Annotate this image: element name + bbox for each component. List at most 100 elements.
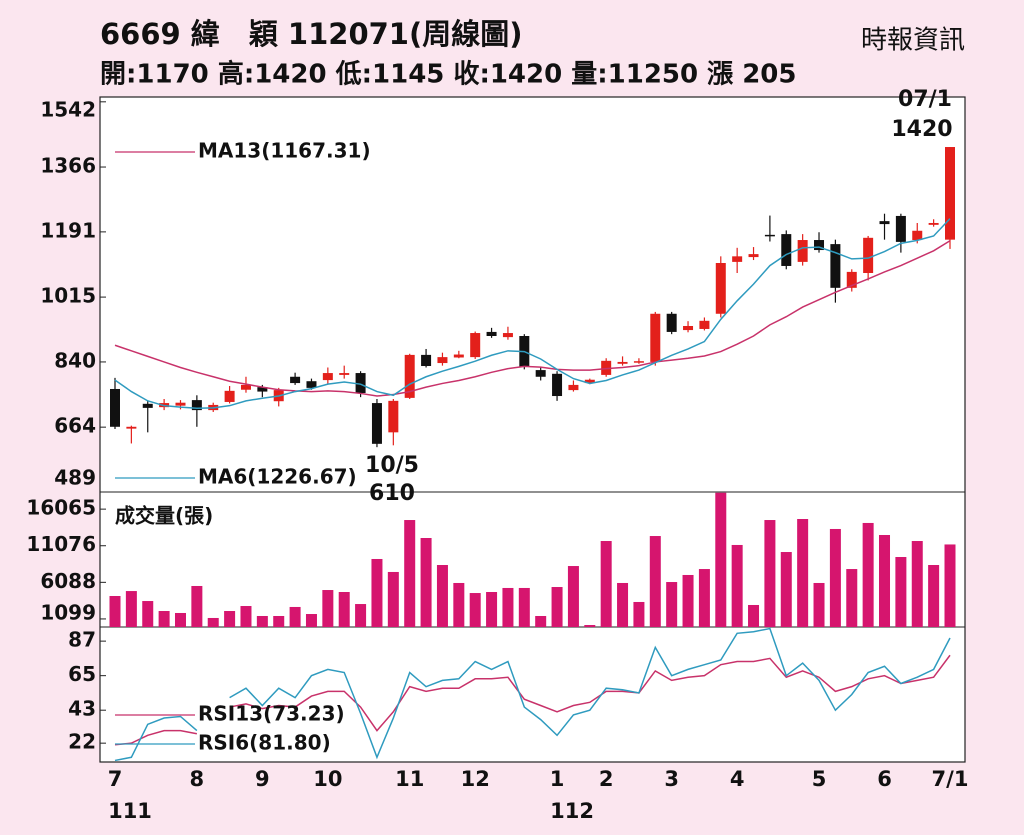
volume-bar	[649, 536, 661, 627]
candle-body	[683, 325, 694, 331]
x-year-label: 112	[550, 799, 594, 823]
candle-body	[863, 237, 874, 274]
volume-bar	[191, 585, 203, 627]
series-line	[114, 715, 198, 762]
volume-bar	[273, 615, 285, 627]
candle-body	[584, 379, 595, 384]
x-tick-label: 10	[313, 767, 342, 791]
legend-label: RSI6(81.80)	[198, 731, 331, 755]
volume-bar	[322, 590, 334, 627]
candle-body	[322, 373, 333, 381]
volume-bar	[780, 552, 792, 627]
x-tick-label: 2	[599, 767, 614, 791]
volume-bar	[240, 606, 252, 627]
candle-body	[126, 426, 137, 429]
y-tick-label: 16065	[26, 496, 96, 520]
candle-body	[142, 403, 153, 408]
volume-bar	[682, 574, 694, 627]
chart-title: 6669 緯 穎 112071(周線圖)	[100, 17, 522, 51]
x-tick-label: 4	[730, 767, 745, 791]
legend-label: MA13(1167.31)	[198, 139, 371, 163]
x-tick-label: 11	[395, 767, 424, 791]
volume-bar	[551, 587, 563, 627]
legend-label: RSI13(73.23)	[198, 702, 345, 726]
volume-bar	[584, 625, 596, 627]
y-tick-label: 1191	[40, 218, 96, 242]
annotation: 10/5	[365, 453, 419, 478]
candle-body	[764, 234, 775, 237]
x-year-label: 111	[108, 799, 152, 823]
candle-body	[797, 240, 808, 262]
y-tick-label: 11076	[26, 532, 96, 556]
candle-body	[502, 333, 513, 338]
candle-body	[191, 400, 202, 411]
volume-bar	[617, 582, 629, 627]
y-tick-label: 1542	[40, 98, 96, 122]
volume-bar	[289, 606, 301, 627]
y-tick-label: 664	[54, 414, 96, 438]
candle-body	[470, 333, 481, 358]
volume-bar	[600, 541, 612, 627]
candle-body	[240, 384, 251, 390]
candle-body	[339, 373, 350, 375]
volume-bar	[846, 569, 858, 627]
volume-bar	[502, 587, 514, 627]
candle-body	[814, 240, 825, 251]
x-tick-label: 1	[550, 767, 565, 791]
candle-body	[404, 354, 415, 398]
volume-bar	[486, 592, 498, 627]
candle-body	[846, 271, 857, 288]
volume-bar	[338, 592, 350, 627]
candle-body	[650, 313, 661, 362]
candle-body	[879, 221, 890, 225]
candle-body	[486, 331, 497, 337]
x-tick-label: 7	[108, 767, 123, 791]
candle-body	[175, 402, 186, 406]
volume-bar	[174, 612, 186, 627]
volume-bar	[944, 544, 956, 627]
volume-bar	[387, 571, 399, 627]
candle-body	[290, 376, 301, 384]
candle-body	[732, 256, 743, 262]
candle-body	[830, 244, 841, 288]
candle-body	[895, 215, 906, 242]
candle-body	[224, 390, 235, 402]
y-tick-label: 87	[68, 628, 96, 652]
candle-body	[568, 384, 579, 391]
series-line	[114, 218, 951, 410]
candle-body	[699, 320, 710, 329]
volume-bar	[404, 520, 416, 627]
volume-bar	[125, 591, 137, 627]
chart-subtitle: 開:1170 高:1420 低:1145 收:1420 量:11250 漲 20…	[100, 59, 796, 90]
y-tick-label: 22	[68, 730, 96, 754]
volume-bar	[633, 601, 645, 627]
volume-bar	[305, 614, 317, 627]
volume-bar	[158, 611, 170, 627]
annotation: 07/1	[898, 87, 952, 112]
x-tick-label: 3	[664, 767, 679, 791]
candle-body	[781, 234, 792, 266]
candle-body	[666, 313, 677, 332]
y-tick-label: 840	[54, 348, 96, 372]
volume-bar	[715, 492, 727, 627]
candle-body	[945, 147, 955, 240]
candle-body	[371, 403, 382, 444]
volume-bar	[879, 534, 891, 627]
candle-body	[388, 400, 399, 433]
volume-bar	[862, 522, 874, 627]
volume-bar	[911, 541, 923, 627]
legend-label: 成交量(張)	[115, 504, 213, 528]
series-line	[229, 627, 951, 760]
volume-bar	[928, 565, 940, 627]
x-tick-label: 12	[461, 767, 490, 791]
volume-bar	[829, 528, 841, 627]
volume-bar	[355, 604, 367, 627]
candle-body	[552, 373, 563, 397]
volume-bar	[797, 519, 809, 627]
x-tick-label: 6	[877, 767, 892, 791]
y-tick-label: 1366	[40, 154, 96, 178]
volume-bar	[420, 538, 432, 627]
volume-bar	[256, 615, 268, 627]
